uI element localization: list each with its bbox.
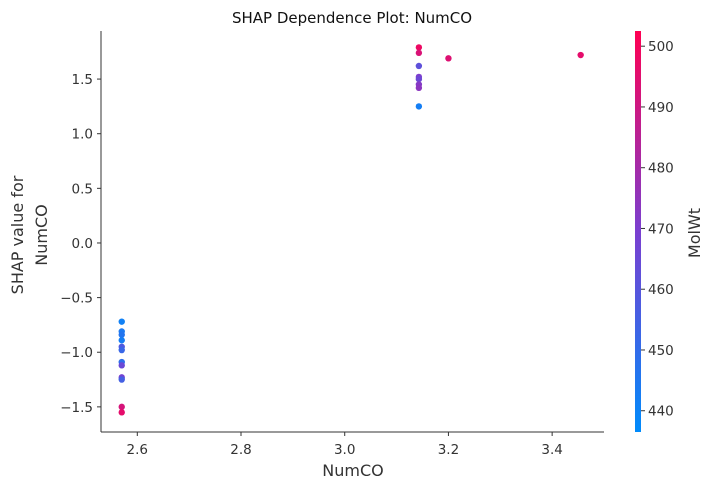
colorbar: 440 450 460 470 480 490 500 MolWt <box>635 31 704 432</box>
scatter-point <box>118 337 125 344</box>
scatter-point <box>118 318 125 325</box>
x-tick-label: 3.4 <box>541 442 562 458</box>
scatter-point <box>118 403 125 411</box>
x-tick-label: 3.0 <box>334 442 355 458</box>
scatter-points <box>118 44 584 416</box>
y-axis: −1.5 −1.0 −0.5 0.0 0.5 1.0 1.5 <box>60 31 102 432</box>
scatter-point <box>118 409 125 416</box>
colorbar-tick-label: 480 <box>648 161 674 177</box>
y-tick-label: 1.0 <box>72 127 93 143</box>
colorbar-tick-label: 440 <box>648 404 674 420</box>
colorbar-label: MolWt <box>685 208 704 258</box>
x-tick-label: 2.6 <box>127 442 148 458</box>
scatter-point <box>415 62 423 70</box>
scatter-point <box>118 331 125 338</box>
colorbar-tick-label: 460 <box>648 282 674 298</box>
colorbar-gradient <box>635 31 641 432</box>
x-axis: 2.6 2.8 3.0 3.2 3.4 <box>101 431 604 458</box>
y-axis-title-line1: SHAP value for <box>8 175 27 294</box>
scatter-point <box>445 55 452 62</box>
x-axis-title: NumCO <box>322 461 383 480</box>
scatter-point <box>577 51 584 59</box>
scatter-point <box>415 49 423 57</box>
scatter-point <box>415 75 423 83</box>
colorbar-tick-label: 490 <box>648 100 674 116</box>
y-tick-label: −1.0 <box>60 345 93 361</box>
chart-title: SHAP Dependence Plot: NumCO <box>232 9 472 27</box>
y-tick-label: 0.0 <box>72 236 93 252</box>
scatter-point <box>118 376 125 383</box>
scatter-point <box>415 84 423 92</box>
x-tick-label: 2.8 <box>230 442 251 458</box>
colorbar-ticks: 440 450 460 470 480 490 500 <box>641 39 674 420</box>
x-tick-label: 3.2 <box>438 442 459 458</box>
scatter-point <box>118 362 125 369</box>
y-axis-title-line2: NumCO <box>32 204 51 265</box>
scatter-point <box>118 346 125 354</box>
y-tick-label: −0.5 <box>60 291 93 307</box>
scatter-point <box>415 103 423 110</box>
colorbar-tick-label: 450 <box>648 343 674 359</box>
y-tick-label: 0.5 <box>72 181 93 197</box>
colorbar-tick-label: 470 <box>648 221 674 237</box>
y-tick-label: 1.5 <box>72 72 93 88</box>
scatter-point <box>415 44 423 51</box>
y-tick-label: −1.5 <box>60 400 93 416</box>
colorbar-tick-label: 500 <box>648 39 674 55</box>
